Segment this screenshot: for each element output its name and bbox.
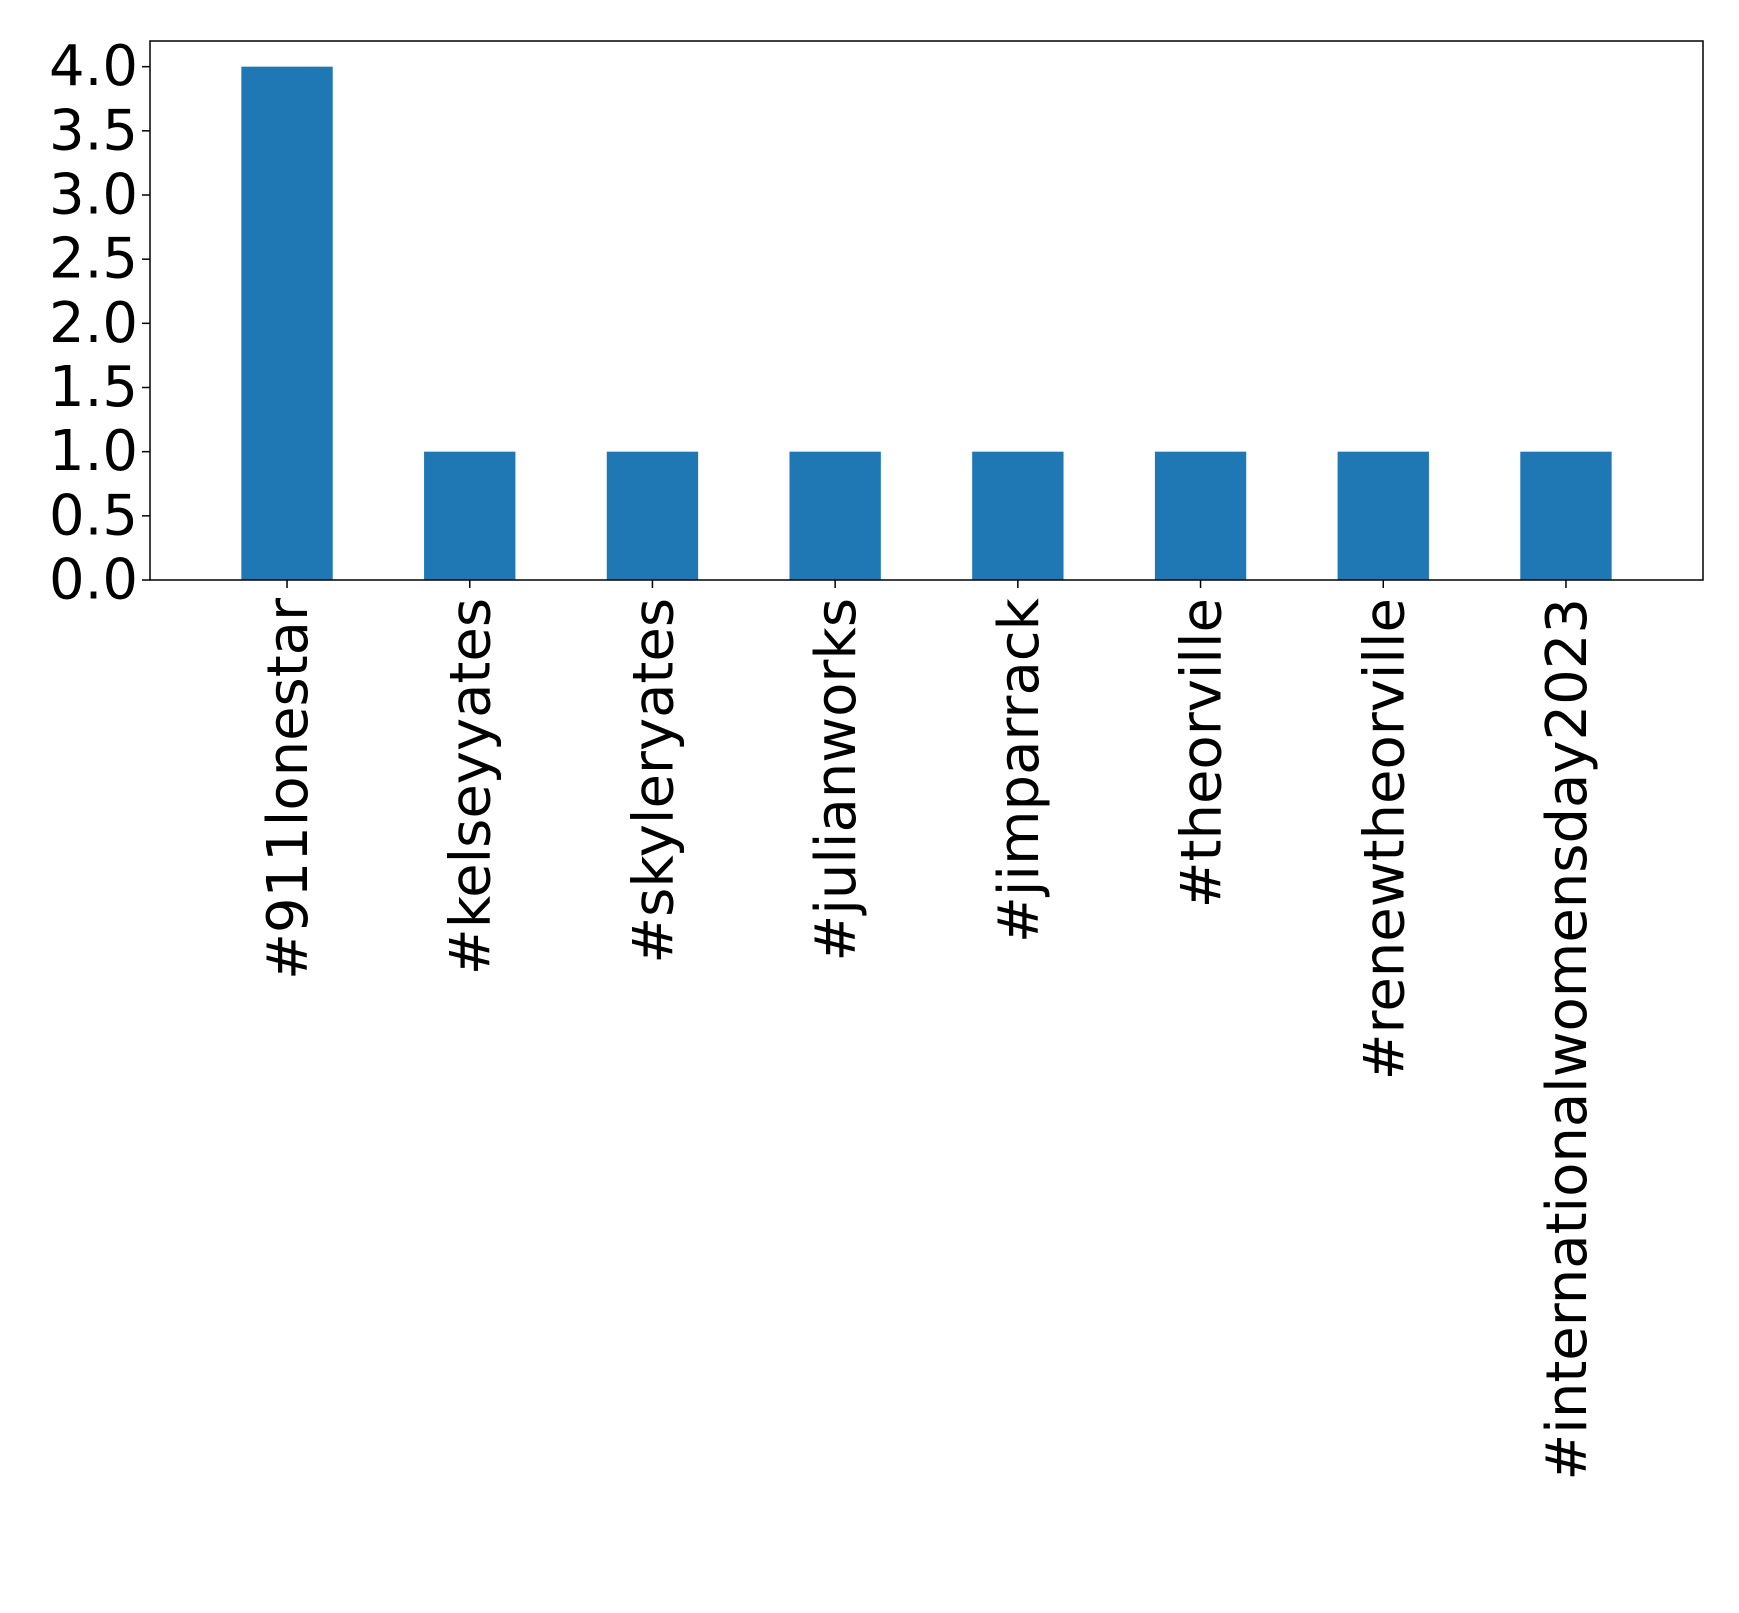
plot-frame [149, 40, 1704, 581]
y-tick-label: 2.5 [49, 227, 138, 292]
y-tick-label: 0.5 [49, 483, 138, 548]
bar [1337, 451, 1429, 580]
y-axis: 0.00.51.01.52.02.53.03.54.0 [49, 34, 150, 613]
bar [972, 451, 1064, 580]
bar [241, 66, 333, 580]
bars-group [241, 66, 1612, 580]
x-axis: #911lonestar #kelseyyates #skyleryates #jul… [256, 580, 1600, 1481]
x-tick-label: #skyleryates [621, 598, 686, 964]
bar [1154, 451, 1247, 580]
y-tick-label: 1.5 [49, 355, 138, 420]
y-tick-label: 4.0 [49, 34, 138, 99]
x-tick-label: #theorville [1170, 598, 1235, 908]
x-tick-label: #kelseyyates [439, 598, 504, 975]
y-tick-label: 2.0 [49, 291, 138, 356]
x-tick-label: #jimparrack [987, 597, 1052, 943]
y-tick-label: 3.0 [49, 163, 138, 228]
bar [789, 451, 881, 580]
x-tick-label: #internationalwomensday2023 [1535, 598, 1600, 1481]
y-tick-label: 0.0 [49, 548, 138, 613]
x-tick-label: #renewtheorville [1352, 598, 1417, 1080]
bar [1520, 451, 1612, 580]
x-tick-label: #julianworks [804, 598, 869, 962]
bar [606, 451, 699, 580]
y-tick-label: 1.0 [49, 419, 138, 484]
y-tick-label: 3.5 [49, 98, 138, 163]
bar [424, 451, 516, 580]
x-tick-label: #911lonestar [256, 597, 321, 980]
